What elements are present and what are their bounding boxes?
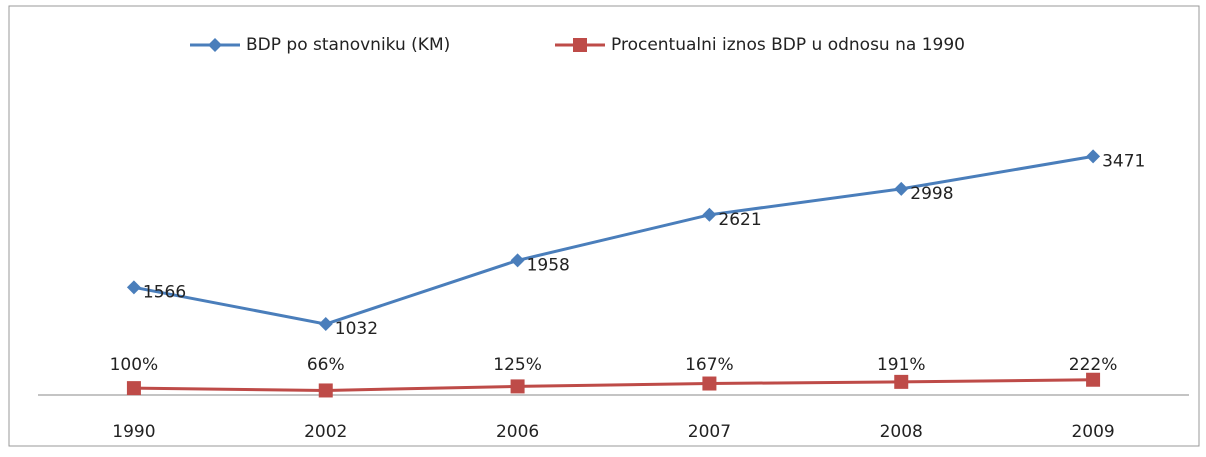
marker bbox=[894, 374, 909, 389]
data-label: 3471 bbox=[1102, 151, 1145, 171]
marker bbox=[573, 38, 587, 52]
data-label: 1032 bbox=[335, 319, 378, 339]
marker bbox=[1086, 372, 1101, 387]
data-label: 1958 bbox=[527, 255, 570, 275]
marker bbox=[126, 381, 141, 396]
marker bbox=[702, 207, 717, 222]
x-tick-label: 1990 bbox=[112, 422, 155, 442]
marker bbox=[318, 383, 333, 398]
chart-frame bbox=[8, 5, 1200, 447]
marker bbox=[318, 317, 333, 332]
marker bbox=[894, 181, 909, 196]
data-label: 100% bbox=[110, 355, 159, 375]
series-line bbox=[133, 154, 1094, 326]
marker bbox=[702, 376, 717, 391]
data-label: 66% bbox=[307, 355, 345, 375]
legend-label: BDP po stanovniku (KM) bbox=[246, 35, 450, 55]
x-tick-label: 2008 bbox=[880, 422, 923, 442]
data-label: 2998 bbox=[910, 184, 953, 204]
data-label: 2621 bbox=[718, 210, 761, 230]
data-label: 167% bbox=[685, 355, 734, 375]
series-line bbox=[133, 378, 1094, 392]
marker bbox=[510, 253, 525, 268]
x-tick-label: 2007 bbox=[688, 422, 731, 442]
marker bbox=[1086, 149, 1101, 164]
marker bbox=[208, 38, 222, 52]
x-tick-label: 2002 bbox=[304, 422, 347, 442]
data-label: 191% bbox=[877, 355, 926, 375]
data-label: 125% bbox=[493, 355, 542, 375]
marker bbox=[126, 280, 141, 295]
data-label: 1566 bbox=[143, 282, 186, 302]
marker bbox=[510, 379, 525, 394]
x-tick-label: 2009 bbox=[1071, 422, 1114, 442]
legend-label: Procentualni iznos BDP u odnosu na 1990 bbox=[611, 35, 965, 55]
x-tick-label: 2006 bbox=[496, 422, 539, 442]
data-label: 222% bbox=[1069, 355, 1118, 375]
